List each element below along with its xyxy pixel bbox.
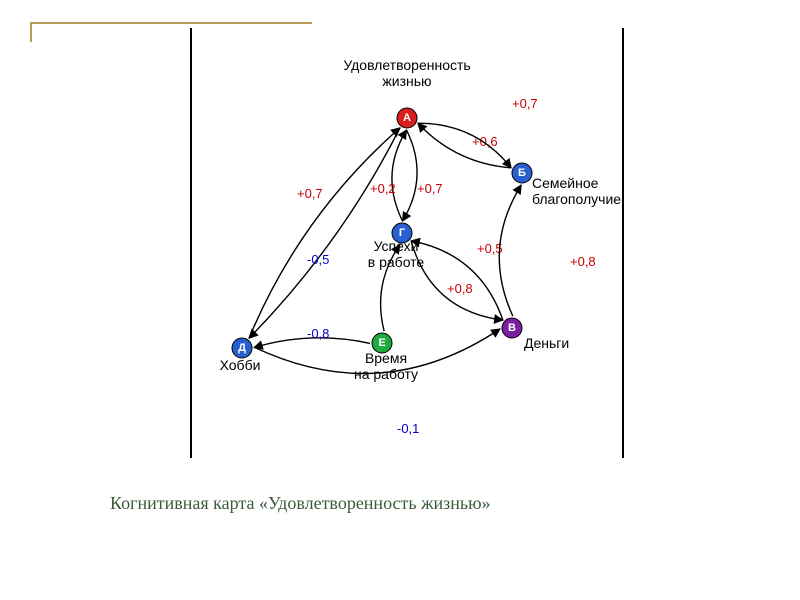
node-B: Б Семейноеблагополучие — [512, 163, 621, 207]
cognitive-map-graph: +0,6+0,7+0,7+0,2+0,7-0,5+0,8+0,5+0,8-0,8… — [192, 28, 622, 458]
edge-weight-G-A: +0,7 — [417, 181, 443, 196]
node-E: ЕВремяна работу — [354, 333, 418, 382]
node-letter-B: Б — [518, 167, 526, 179]
edge-weight-E-D: -0,8 — [307, 326, 329, 341]
edge-D-A — [249, 128, 400, 338]
node-label-D: Хобби — [220, 357, 261, 373]
node-label-V: Деньги — [524, 335, 569, 351]
diagram-frame: +0,6+0,7+0,7+0,2+0,7-0,5+0,8+0,5+0,8-0,8… — [190, 28, 624, 458]
node-letter-D: Д — [238, 342, 246, 354]
node-label-A: Удовлетворенностьжизнью — [343, 57, 470, 89]
node-letter-E: Е — [378, 337, 385, 349]
edge-A-D — [249, 128, 400, 338]
edge-weight-G-V: +0,8 — [447, 281, 473, 296]
node-label-B: Семейноеблагополучие — [532, 175, 621, 207]
node-A: А Удовлетворенностьжизнью — [343, 57, 470, 128]
edge-weight-A-G: +0,2 — [370, 181, 396, 196]
node-V: В Деньги — [502, 318, 569, 351]
edge-weight-D-A: +0,7 — [297, 186, 323, 201]
edge-weight-B-A: +0,6 — [472, 134, 498, 149]
node-label-G: Успехив работе — [368, 238, 425, 270]
node-G: ГУспехив работе — [368, 223, 425, 270]
edge-G-A — [392, 130, 407, 221]
edge-weight-A-B: +0,7 — [512, 96, 538, 111]
edge-A-G — [403, 130, 418, 221]
edge-weight-V-B: +0,8 — [570, 254, 596, 269]
node-label-E: Времяна работу — [354, 350, 418, 382]
node-letter-V: В — [508, 322, 516, 334]
node-letter-A: А — [403, 112, 411, 124]
edge-weight-D-V: -0,1 — [397, 421, 419, 436]
diagram-caption: Когнитивная карта «Удовлетворенность жиз… — [110, 493, 491, 514]
edge-weight-A-D: -0,5 — [307, 252, 329, 267]
node-D: Д Хобби — [220, 338, 261, 373]
